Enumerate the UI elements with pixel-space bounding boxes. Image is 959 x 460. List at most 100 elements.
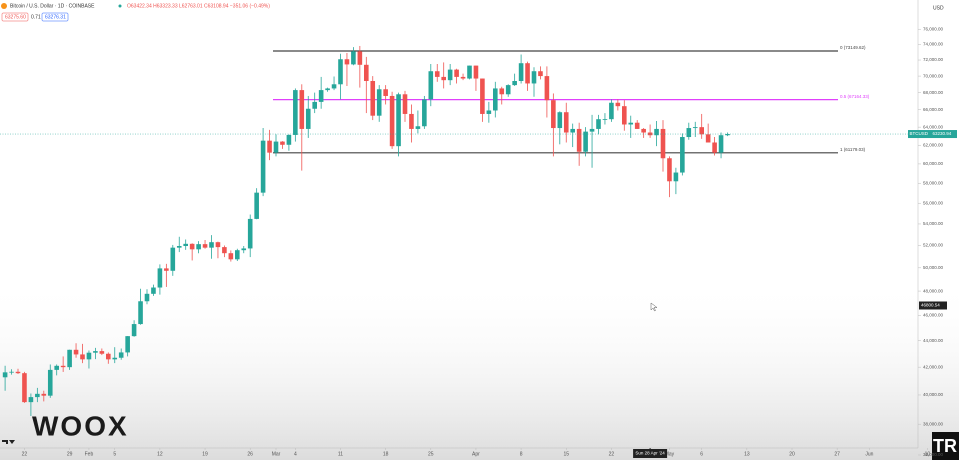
candle-body	[480, 78, 485, 114]
ohlc-values: O63422.34 H63323.33 L62763.01 C63108.94 …	[127, 3, 270, 9]
x-tick-label: 25	[428, 451, 434, 457]
candle-body	[164, 268, 169, 271]
candle-body	[222, 247, 227, 254]
y-tick-label: 42,000.00	[923, 364, 944, 369]
y-tick-label: 52,000.00	[923, 243, 944, 248]
x-tick-label: 8	[520, 451, 523, 457]
last-price-box	[931, 130, 957, 139]
candle-body	[622, 106, 627, 125]
candle-body	[312, 101, 317, 109]
channel-logo-box	[932, 432, 959, 460]
candle-body	[628, 122, 634, 125]
y-tick-label: 56,000.00	[923, 200, 944, 205]
candle-body	[235, 250, 240, 260]
candle-body	[505, 85, 511, 95]
candle-body	[409, 113, 414, 129]
tradingview-logo	[2, 440, 15, 444]
candle-body	[241, 248, 247, 251]
candle-body	[80, 354, 85, 360]
candle-body	[86, 352, 92, 360]
x-tick-label: 26	[247, 451, 253, 457]
candle-body	[447, 69, 453, 81]
candle-body	[686, 128, 692, 138]
candle-body	[660, 128, 666, 159]
candle-body	[209, 242, 214, 248]
candle-body	[2, 372, 8, 378]
symbol-tag-box	[908, 130, 931, 139]
currency-label: USD	[933, 5, 944, 11]
candle-body	[138, 301, 143, 325]
y-tick-label: 58,000.00	[923, 180, 944, 185]
candle-body	[112, 357, 118, 360]
y-tick-label: 44,000.00	[923, 338, 944, 343]
candle-body	[41, 393, 47, 396]
symbol-tag: BTCUSD	[910, 131, 929, 136]
x-tick-label: Feb	[85, 451, 94, 457]
sell-button[interactable]	[1, 12, 29, 22]
candle-body	[196, 244, 201, 250]
x-tick-label: May	[665, 451, 675, 457]
candle-body	[93, 351, 98, 353]
candle-body	[415, 126, 421, 129]
candle-body	[712, 142, 717, 153]
y-tick-label: 72,000.00	[923, 57, 944, 62]
candle-body	[383, 89, 388, 96]
x-tick-label: 6	[700, 451, 703, 457]
candle-body	[157, 268, 163, 288]
y-tick-label: 68,000.00	[923, 90, 944, 95]
candle-body	[667, 158, 672, 182]
candle-body	[73, 349, 79, 355]
buy-button[interactable]	[41, 12, 69, 22]
candle-body	[705, 134, 711, 143]
fib-label: 1 (61179.03)	[840, 147, 866, 152]
candle-body	[247, 218, 253, 249]
candle-body	[9, 371, 14, 373]
sell-price: 63275.60	[5, 14, 26, 20]
candle-body	[99, 351, 105, 354]
x-tick-label: 4	[294, 451, 297, 457]
candle-body	[273, 141, 279, 153]
fib-label: 0.5 (67164.33)	[840, 94, 870, 99]
x-tick-label: 20	[789, 451, 795, 457]
candle-body	[331, 84, 337, 89]
candle-body	[454, 69, 459, 77]
candle-body	[170, 247, 176, 271]
candle-body	[344, 59, 350, 65]
candle-body	[389, 95, 395, 147]
candle-body	[318, 90, 324, 102]
candle-body	[280, 141, 285, 145]
y-tick-label: 46,000.00	[923, 313, 944, 318]
candle-body	[267, 140, 272, 153]
candle-body	[602, 119, 608, 120]
candle-body	[692, 127, 698, 129]
candle-body	[486, 110, 492, 114]
candle-body	[512, 80, 517, 86]
candle-body	[518, 63, 524, 81]
candle-body	[228, 253, 234, 260]
candle-body	[176, 246, 182, 248]
crosshair-date-box	[633, 449, 668, 458]
y-tick-label: 70,000.00	[923, 73, 944, 78]
background-fade	[0, 280, 959, 460]
candle-body	[473, 65, 479, 79]
y-tick-label: 40,000.00	[923, 392, 944, 397]
candle-body	[215, 242, 221, 248]
candle-body	[583, 131, 588, 152]
x-tick-label: 15	[563, 451, 569, 457]
candle-body	[422, 99, 427, 127]
candle-body	[47, 369, 53, 396]
y-tick-label: 60,000.00	[923, 161, 944, 166]
candle-body	[499, 88, 505, 95]
watermark: WOOX	[32, 410, 129, 441]
candle-body	[28, 397, 34, 403]
candle-body	[376, 89, 382, 116]
candle-body	[183, 243, 188, 247]
candle-body	[151, 287, 156, 294]
market-status	[118, 4, 122, 8]
candle-body	[60, 365, 66, 368]
candle-body	[131, 324, 137, 337]
x-tick-label: 13	[744, 451, 750, 457]
x-tick-label: 19	[202, 451, 208, 457]
candle-body	[641, 128, 646, 133]
candle-body	[718, 135, 724, 153]
